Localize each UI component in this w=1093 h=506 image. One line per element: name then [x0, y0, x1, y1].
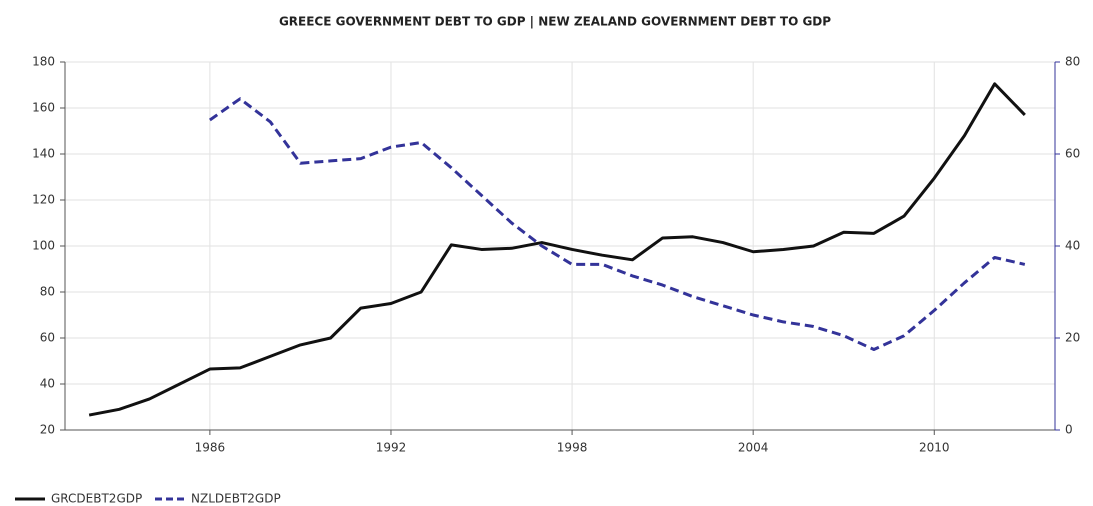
y-tick-label: 80 — [40, 285, 55, 299]
legend-label: NZLDEBT2GDP — [191, 492, 281, 506]
y2-tick-label: 40 — [1065, 239, 1080, 253]
y2-tick-label: 60 — [1065, 147, 1080, 161]
legend-label: GRCDEBT2GDP — [51, 492, 142, 506]
x-tick-label: 2004 — [738, 441, 769, 455]
y-tick-label: 40 — [40, 377, 55, 391]
series-line — [209, 97, 1026, 351]
series-line — [88, 82, 1026, 417]
y2-tick-label: 0 — [1065, 423, 1073, 437]
x-tick-label: 1992 — [376, 441, 407, 455]
y2-tick-label: 80 — [1065, 55, 1080, 69]
y-tick-label: 120 — [32, 193, 55, 207]
y-tick-label: 160 — [32, 101, 55, 115]
x-tick-label: 2010 — [919, 441, 950, 455]
y-tick-label: 60 — [40, 331, 55, 345]
y-tick-label: 100 — [32, 239, 55, 253]
y-tick-label: 140 — [32, 147, 55, 161]
y-tick-label: 180 — [32, 55, 55, 69]
x-tick-label: 1998 — [557, 441, 588, 455]
y-tick-label: 20 — [40, 423, 55, 437]
y2-tick-label: 20 — [1065, 331, 1080, 345]
x-tick-label: 1986 — [195, 441, 226, 455]
chart-title: GREECE GOVERNMENT DEBT TO GDP | NEW ZEAL… — [279, 15, 831, 29]
